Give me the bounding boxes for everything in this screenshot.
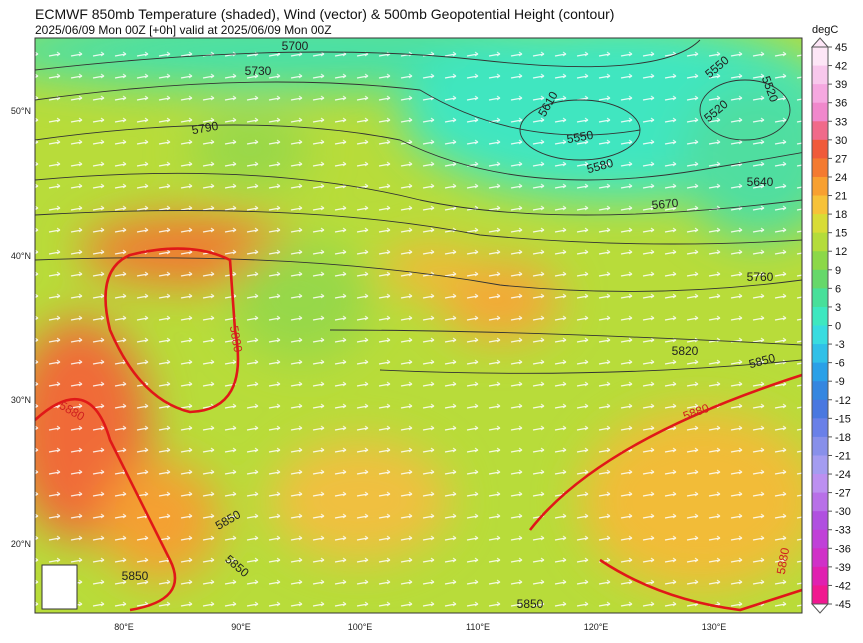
colorbar-label: 9 <box>835 265 841 277</box>
field <box>35 38 802 613</box>
colorbar-segment <box>812 251 828 271</box>
colorbar-label: 45 <box>835 42 847 54</box>
colorbar-segment <box>812 84 828 104</box>
colorbar-label: -24 <box>835 469 851 481</box>
colorbar-segment <box>812 455 828 475</box>
colorbar-label: 18 <box>835 209 847 221</box>
colorbar-label: 15 <box>835 228 847 240</box>
contour-label: 5850 <box>122 569 149 583</box>
colorbar-label: -12 <box>835 395 851 407</box>
contour-label: 5880 <box>774 546 792 575</box>
contour-label: 5640 <box>747 175 774 189</box>
colorbar-label: -39 <box>835 562 851 574</box>
colorbar-cap <box>810 37 830 48</box>
title: ECMWF 850mb Temperature (shaded), Wind (… <box>35 6 614 22</box>
lon-label: 90°E <box>231 622 251 632</box>
colorbar-segment <box>812 288 828 308</box>
colorbar-label: -18 <box>835 432 851 444</box>
colorbar-label: -42 <box>835 580 851 592</box>
colorbar-segment <box>812 65 828 85</box>
colorbar-label: 33 <box>835 116 847 128</box>
colorbar-segment <box>812 548 828 568</box>
contour-label: 5850 <box>517 597 544 611</box>
lat-label: 20°N <box>11 539 31 549</box>
colorbar-label: 3 <box>835 302 841 314</box>
colorbar-segment <box>812 381 828 401</box>
colorbar-label: 27 <box>835 153 847 165</box>
colorbar-label: 36 <box>835 98 847 110</box>
map-frame <box>34 37 803 614</box>
colorbar-label: -3 <box>835 339 845 351</box>
contour-label: 5580 <box>585 156 615 177</box>
colorbar-segment <box>812 529 828 549</box>
colorbar-label: 24 <box>835 172 847 184</box>
colorbar-label: 0 <box>835 321 841 333</box>
colorbar-label: -45 <box>835 599 851 611</box>
contour-label: 5850 <box>747 351 777 372</box>
colorbar-cap <box>810 603 830 614</box>
colorbar-segment <box>812 232 828 252</box>
colorbar-segment <box>812 566 828 586</box>
colorbar-segment <box>812 436 828 456</box>
colorbar-label: -21 <box>835 450 851 462</box>
colorbar-segment <box>812 362 828 382</box>
lon-label: 120°E <box>584 622 609 632</box>
lon-label: 80°E <box>114 622 134 632</box>
colorbar-segment <box>812 418 828 438</box>
subtitle: 2025/06/09 Mon 00Z [+0h] valid at 2025/0… <box>35 23 332 37</box>
lat-label: 40°N <box>11 251 31 261</box>
lon-label: 100°E <box>348 622 373 632</box>
lon-label: 130°E <box>702 622 727 632</box>
contour-label: 5760 <box>747 270 774 284</box>
colorbar-segment <box>812 139 828 159</box>
colorbar-label: -27 <box>835 488 851 500</box>
colorbar-unit: degC <box>812 24 838 36</box>
colorbar-segment <box>812 47 828 67</box>
colorbar-label: 12 <box>835 246 847 258</box>
contour-label: 5790 <box>191 119 220 137</box>
colorbar-label: 6 <box>835 283 841 295</box>
colorbar-segment <box>812 176 828 197</box>
colorbar-segment <box>812 585 828 605</box>
contour-label: 5550 <box>566 128 595 146</box>
colorbar-segment <box>812 325 828 345</box>
lat-label: 50°N <box>11 106 31 116</box>
colorbar-segment <box>812 306 828 326</box>
colorbar-label: -30 <box>835 506 851 518</box>
contour-label: 5700 <box>282 39 309 53</box>
colorbar-label: -36 <box>835 543 851 555</box>
colorbar-label: -6 <box>835 358 845 370</box>
lon-label: 110°E <box>466 622 490 632</box>
colorbar-segment <box>812 214 828 234</box>
colorbar-segment <box>812 474 828 494</box>
colorbar-label: -33 <box>835 525 851 537</box>
contour-label: 5820 <box>672 344 699 358</box>
contour-label: 5670 <box>651 196 679 212</box>
colorbar-label: 42 <box>835 61 847 73</box>
colorbar-segment <box>812 269 828 289</box>
colorbar-segment <box>812 399 828 419</box>
lat-label: 30°N <box>11 395 31 405</box>
colorbar-segment <box>812 344 828 364</box>
colorbar-segment <box>812 511 828 531</box>
colorbar-label: 21 <box>835 191 847 203</box>
contour-label: 5730 <box>245 64 272 78</box>
colorbar-label: -15 <box>835 413 851 425</box>
colorbar-segment <box>812 121 828 141</box>
inset-map <box>41 564 78 610</box>
colorbar-label: 30 <box>835 135 847 147</box>
colorbar-segment <box>812 492 828 512</box>
contour-label: 5880 <box>227 325 245 354</box>
colorbar-segment <box>812 195 828 215</box>
colorbar-segment <box>812 158 828 178</box>
colorbar-segment <box>812 102 828 122</box>
colorbar-label: -9 <box>835 376 845 388</box>
colorbar-label: 39 <box>835 79 847 91</box>
